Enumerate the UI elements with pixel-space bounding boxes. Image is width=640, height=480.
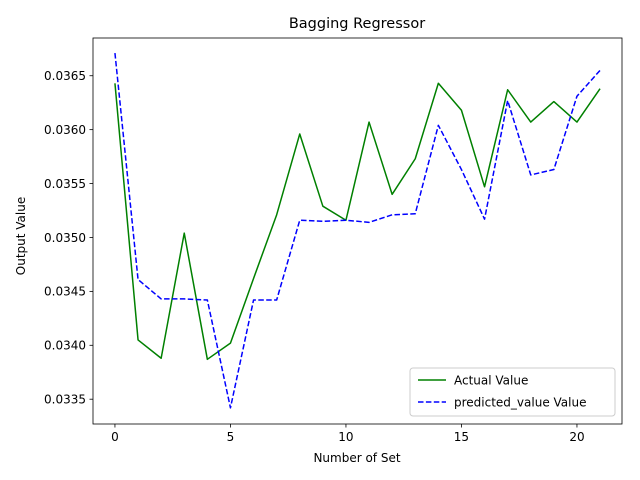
plot-frame [92,37,623,425]
y-tick-label: 0.0340 [44,339,86,353]
y-tick-label: 0.0355 [44,177,86,191]
x-tick-label: 15 [454,430,469,444]
series-line-actual [114,82,601,361]
y-tick-label: 0.0360 [44,123,86,137]
x-tick-label: 5 [227,430,235,444]
y-tick-label: 0.0365 [44,69,86,83]
y-tick-label: 0.0350 [44,231,86,245]
x-axis-label: Number of Set [313,451,400,465]
x-tick-label: 10 [338,430,353,444]
y-axis-label: Output Value [14,197,28,275]
legend-label: Actual Value [454,373,528,387]
y-axis-ticks: 0.0335 0.0340 0.0345 0.0350 0.0355 0.0360 0.03… [44,69,93,407]
series-line-predicted [114,53,601,409]
x-tick-label: 20 [569,430,584,444]
x-axis-ticks: 0 5 10 15 20 [111,424,585,444]
plot-background [93,38,622,424]
x-tick-label: 0 [111,430,119,444]
legend-box [409,367,616,417]
y-tick-label: 0.0335 [44,393,86,407]
legend: Actual Value predicted_value Value [409,367,616,417]
plot-area [92,37,623,425]
y-tick-label: 0.0345 [44,285,86,299]
legend-label: predicted_value Value [454,395,586,409]
chart-title: Bagging Regressor [289,16,425,32]
